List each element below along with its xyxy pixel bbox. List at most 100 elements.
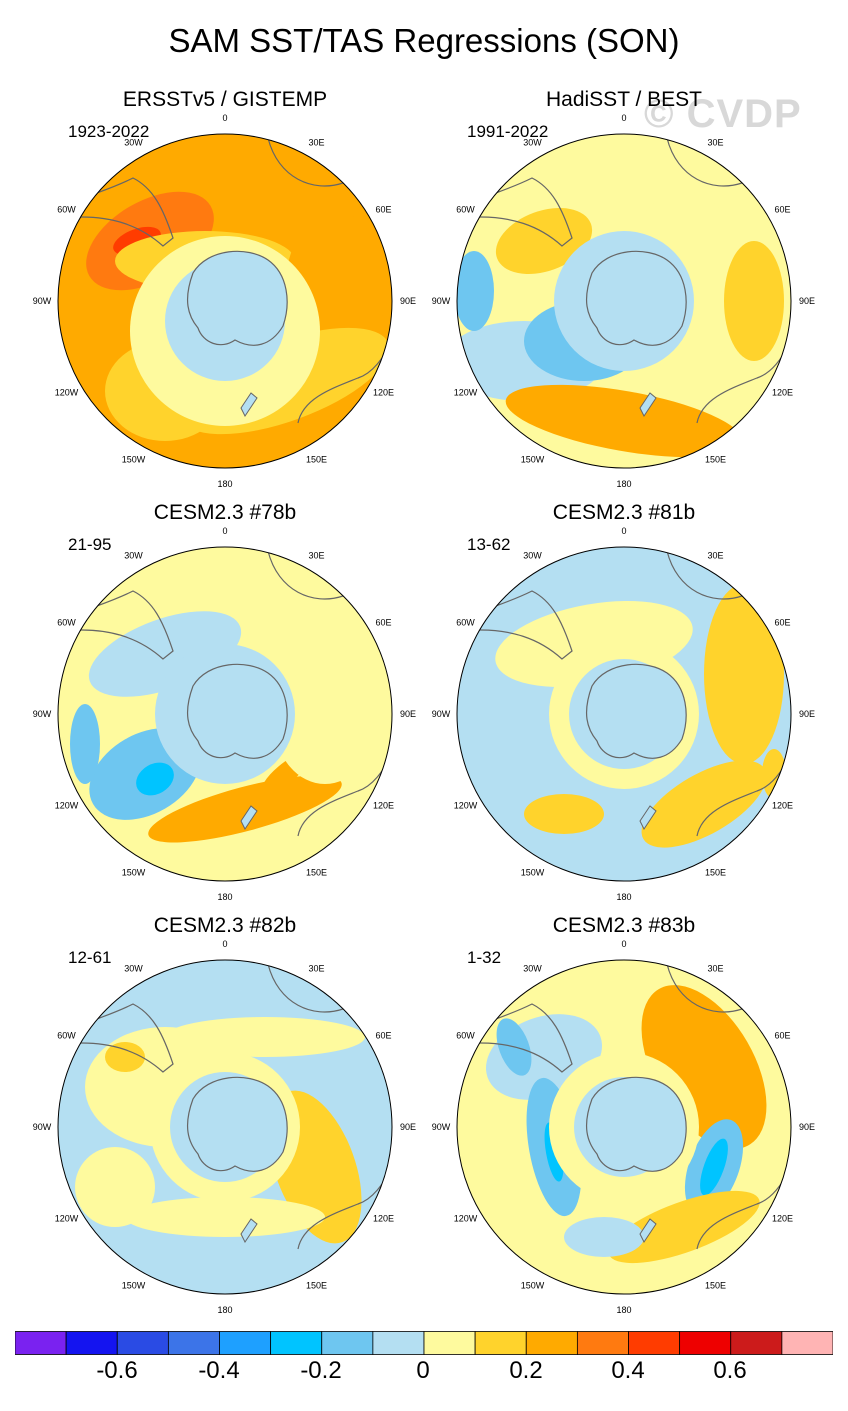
colorbar-swatch xyxy=(167,1331,220,1355)
shaded-field xyxy=(457,960,791,1294)
panel-title: CESM2.3 #82b xyxy=(153,914,297,937)
longitude-label: 60W xyxy=(57,205,76,215)
longitude-label: 120E xyxy=(772,388,793,398)
new-zealand-coastline xyxy=(639,805,657,830)
anomaly-region xyxy=(275,664,375,784)
longitude-label: 60E xyxy=(375,205,391,215)
new-zealand-coastline xyxy=(240,805,258,830)
longitude-label: 60E xyxy=(375,618,391,628)
longitude-label: 180 xyxy=(616,1305,631,1315)
longitude-label: 90W xyxy=(432,296,451,306)
antarctica-coastline xyxy=(186,663,288,759)
map-border xyxy=(57,959,393,1295)
anomaly-region xyxy=(495,208,593,274)
colorbar-swatch xyxy=(423,1331,476,1355)
longitude-label: 90E xyxy=(799,296,815,306)
shaded-field xyxy=(457,134,791,468)
colorbar-label: -0.4 xyxy=(198,1357,240,1384)
longitude-label: 90E xyxy=(400,709,416,719)
anomaly-region xyxy=(700,1138,728,1196)
longitude-label: 150W xyxy=(122,867,146,877)
colorbar-label: 0.4 xyxy=(611,1357,645,1384)
antarctica-coastline xyxy=(186,1076,288,1172)
panel-years: 1923-2022 xyxy=(68,122,150,141)
new-zealand-coastline xyxy=(240,392,258,417)
longitude-label: 0 xyxy=(222,113,227,123)
antarctica-coastline xyxy=(585,250,687,346)
longitude-label: 150W xyxy=(122,454,146,464)
polar-map: 0 30E 60E 90E 120E 150E 180 150W 120W 90W 60W 30W xyxy=(432,526,815,902)
longitude-label: 120E xyxy=(772,1214,793,1224)
longitude-label: 180 xyxy=(616,892,631,902)
anomaly-region xyxy=(457,251,494,331)
colorbar-swatch xyxy=(372,1331,425,1355)
longitude-label: 60W xyxy=(57,1031,76,1041)
colorbar-swatch xyxy=(270,1331,323,1355)
new-zealand-coastline xyxy=(240,1218,258,1243)
colorbar-swatch xyxy=(628,1331,681,1355)
longitude-label: 180 xyxy=(616,479,631,489)
longitude-label: 120W xyxy=(55,388,79,398)
polar-map: 0 30E 60E 90E 120E 150E 180 150W 120W 90W 60W 30W xyxy=(33,526,416,902)
colorbar-swatch xyxy=(219,1331,272,1355)
longitude-label: 90W xyxy=(33,296,52,306)
shaded-field xyxy=(58,960,392,1294)
panel-years: 1991-2022 xyxy=(467,122,549,141)
new-zealand-coastline xyxy=(639,392,657,417)
south-america-coastline xyxy=(58,1003,174,1073)
longitude-label: 0 xyxy=(621,526,626,536)
anomaly-region xyxy=(608,1190,760,1264)
panel-years: 21-95 xyxy=(68,535,112,554)
panel-title: CESM2.3 #83b xyxy=(552,914,696,937)
longitude-label: 90E xyxy=(799,709,815,719)
longitude-label: 120E xyxy=(373,388,394,398)
longitude-label: 60E xyxy=(774,205,790,215)
colorbar-swatch xyxy=(15,1331,67,1355)
antarctica-coastline xyxy=(585,1076,687,1172)
longitude-label: 30W xyxy=(523,138,542,148)
longitude-label: 150E xyxy=(705,454,726,464)
longitude-label: 120E xyxy=(373,801,394,811)
colorbar-swatch xyxy=(679,1331,732,1355)
watermark: © CVDP xyxy=(644,92,802,136)
map-panel-1: ERSSTv5 / GISTEMP 1923-2022 0 30E 60E 90E 12… xyxy=(13,88,437,500)
colorbar-label: 0 xyxy=(416,1357,430,1384)
new-zealand-coastline xyxy=(639,1218,657,1243)
longitude-label: 150E xyxy=(306,867,327,877)
longitude-label: 30W xyxy=(124,551,143,561)
panel-years: 12-61 xyxy=(68,948,112,967)
colorbar-label: -0.6 xyxy=(96,1357,138,1384)
map-panel-3: CESM2.3 #78b 21-95 0 30E 60E 90E 120E 150E 180… xyxy=(13,501,437,913)
longitude-label: 30E xyxy=(707,551,723,561)
map-border xyxy=(57,546,393,882)
longitude-label: 30W xyxy=(124,964,143,974)
colorbar-label: -0.2 xyxy=(300,1357,342,1384)
panel-title: CESM2.3 #78b xyxy=(153,501,297,524)
map-border xyxy=(456,133,792,469)
figure-title: SAM SST/TAS Regressions (SON) xyxy=(168,22,680,59)
polar-map: 0 30E 60E 90E 120E 150E 180 150W 120W 90W 60W 30W xyxy=(33,113,416,489)
anomaly-region xyxy=(524,794,604,834)
longitude-label: 60W xyxy=(456,205,475,215)
longitude-label: 60W xyxy=(456,1031,475,1041)
longitude-label: 90W xyxy=(432,1122,451,1132)
longitude-label: 150E xyxy=(705,1280,726,1290)
anomaly-region xyxy=(80,306,110,376)
anomaly-region xyxy=(165,1017,365,1057)
map-border xyxy=(456,959,792,1295)
longitude-label: 90W xyxy=(33,709,52,719)
panel-title: ERSSTv5 / GISTEMP xyxy=(122,88,328,111)
longitude-label: 150W xyxy=(521,867,545,877)
map-panel-4: CESM2.3 #81b 13-62 0 30E 60E 90E 120E 150E 180… xyxy=(412,501,836,913)
longitude-label: 30W xyxy=(124,138,143,148)
longitude-label: 30E xyxy=(308,964,324,974)
longitude-label: 120W xyxy=(55,1214,79,1224)
south-america-coastline xyxy=(58,590,174,660)
longitude-label: 30E xyxy=(707,964,723,974)
anomaly-region xyxy=(704,584,784,764)
south-america-coastline xyxy=(457,177,573,247)
longitude-label: 30E xyxy=(707,138,723,148)
longitude-label: 90W xyxy=(432,709,451,719)
longitude-label: 180 xyxy=(217,479,232,489)
longitude-label: 60W xyxy=(456,618,475,628)
